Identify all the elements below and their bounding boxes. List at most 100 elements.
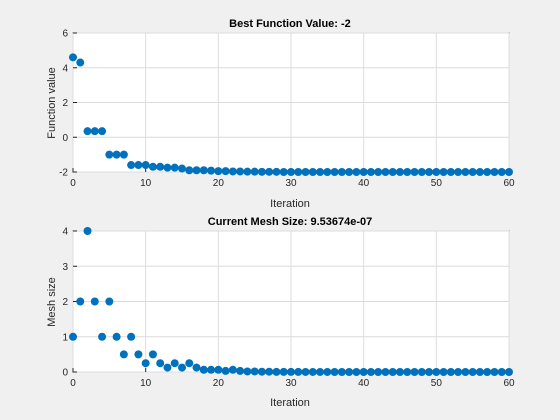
plot1-xtick-label: 10: [140, 178, 152, 189]
plot2-data-point: [483, 367, 492, 376]
plot1-data-point: [410, 168, 419, 176]
plot1-data-point: [497, 168, 506, 176]
plot1-data-point: [98, 127, 107, 136]
plot1-data-point: [439, 168, 448, 176]
plot1-data-point: [192, 166, 201, 175]
plot1-data-point: [214, 167, 223, 176]
plot2-data-point: [352, 367, 361, 376]
plot1-data-point: [105, 150, 114, 159]
plot2-data-point: [475, 367, 484, 376]
plot2-points: [69, 227, 513, 376]
plot2-data-point: [446, 367, 455, 376]
plot1-data-point: [461, 168, 470, 176]
plot1-data-point: [69, 53, 77, 62]
plot1-data-point: [90, 127, 99, 136]
plot2-ytick-label: 0: [62, 368, 68, 379]
plot1-data-point: [170, 163, 179, 172]
plot2-data-point: [417, 367, 426, 376]
plot2-xtick-label: 50: [431, 378, 443, 389]
plot1-ytick-label: 2: [62, 98, 68, 109]
plot2-xtick-label: 10: [140, 378, 152, 389]
plot2-data-point: [497, 367, 506, 376]
plot1-data-point: [287, 168, 295, 176]
plot1-xtick-label: 40: [358, 178, 370, 189]
plot1-data-point: [446, 168, 455, 176]
plot1-data-point: [127, 161, 136, 170]
plot2-ytick-label: 1: [62, 332, 68, 343]
plot2-data-point: [432, 367, 441, 376]
plot1-data-point: [265, 167, 274, 176]
plot2-data-point: [316, 367, 325, 376]
plot1-data-point: [381, 168, 390, 176]
plot1-data-point: [425, 168, 434, 176]
plot1-ytick-label: 4: [62, 63, 68, 74]
plot1-data-point: [163, 163, 172, 172]
plot1-data-point: [468, 168, 477, 176]
plot1-data-point: [294, 168, 303, 176]
plot2-data-point: [185, 359, 194, 368]
plot1-ytick-label: -2: [59, 168, 68, 179]
plot2-data-point: [265, 367, 274, 376]
plot1-data-point: [345, 168, 354, 176]
plot1-data-point: [475, 168, 484, 176]
plot2-data-point: [250, 367, 259, 376]
plot2-data-point: [163, 363, 172, 372]
plot2-data-point: [454, 367, 463, 376]
plot2-data-point: [439, 367, 448, 376]
plot2-data-point: [112, 332, 121, 341]
plot2-data-point: [257, 367, 266, 376]
plot2-xtick-label: 30: [285, 378, 297, 389]
plot2-data-point: [221, 366, 230, 375]
plot1-data-point: [228, 167, 237, 176]
plot2-xtick-label: 60: [503, 378, 515, 389]
plot1-data-point: [301, 168, 310, 176]
plot2-data-point: [279, 367, 288, 376]
plot2-data-point: [366, 367, 375, 376]
plot2-xtick-label: 40: [358, 378, 370, 389]
plot2-data-point: [170, 359, 179, 368]
plot1-data-point: [403, 168, 412, 176]
plot1-data-point: [352, 168, 361, 176]
plot1-data-point: [141, 161, 150, 170]
plot1-data-point: [388, 168, 397, 176]
plot2-data-point: [490, 367, 499, 376]
plot1-data-point: [178, 164, 186, 173]
plot2-data-point: [301, 367, 310, 376]
plot1-data-point: [134, 161, 143, 170]
plot1-title: Best Function Value: -2: [229, 18, 351, 30]
plot2-data-point: [156, 359, 165, 368]
plot1-data-point: [156, 162, 165, 171]
plot2-data-point: [505, 367, 513, 376]
plot2-data-point: [468, 367, 477, 376]
plot1-data-point: [250, 167, 259, 176]
plot2-data-point: [69, 332, 77, 341]
plot1-data-point: [148, 162, 157, 171]
plot2-data-point: [381, 367, 390, 376]
plot1-data-point: [221, 167, 230, 176]
plot2-title: Current Mesh Size: 9.53674e-07: [208, 216, 372, 228]
plot2-data-point: [141, 359, 150, 368]
plot1-xlabel: Iteration: [270, 198, 310, 210]
plot1-xtick-label: 20: [213, 178, 225, 189]
plot1-data-point: [316, 168, 325, 176]
plot1-data-point: [119, 150, 128, 159]
plot1-data-point: [432, 168, 441, 176]
plot1-data-point: [337, 168, 346, 176]
plot2-data-point: [178, 363, 186, 372]
plot2-data-point: [323, 367, 332, 376]
plot2-data-point: [272, 367, 281, 376]
plot1-data-point: [323, 168, 332, 176]
plot2-data-point: [359, 367, 368, 376]
plot2-data-point: [374, 367, 383, 376]
plot2-ytick-label: 2: [62, 297, 68, 308]
plot2-data-point: [199, 365, 208, 374]
plot1-data-point: [257, 167, 266, 176]
plot1-ytick-label: 6: [62, 29, 68, 40]
plot2-data-point: [410, 367, 419, 376]
plot2-data-point: [425, 367, 434, 376]
plot2-data-point: [76, 297, 85, 306]
plot1-data-point: [490, 168, 499, 176]
plot1-data-point: [330, 168, 339, 176]
